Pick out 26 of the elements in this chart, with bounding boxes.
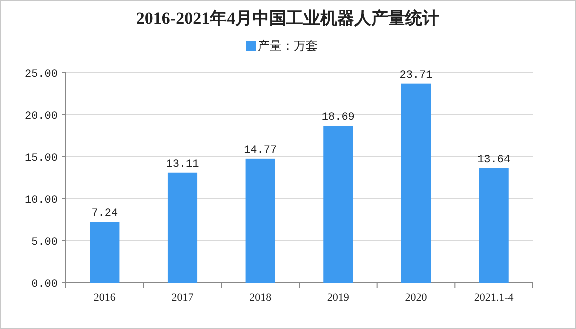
data-label: 18.69 [322, 112, 355, 124]
data-label: 7.24 [92, 208, 119, 220]
bar [401, 84, 432, 283]
x-tick-label: 2017 [172, 292, 194, 304]
x-tick-label: 2021.1-4 [474, 292, 514, 304]
y-tick-label: 0.00 [32, 279, 58, 291]
legend-label: 产量：万套 [258, 39, 318, 53]
chart-title: 2016-2021年4月中国工业机器人产量统计 [136, 9, 440, 28]
y-tick-label: 15.00 [24, 153, 58, 165]
x-tick-label: 2019 [327, 292, 350, 304]
y-tick-label: 20.00 [24, 111, 58, 123]
y-tick-label: 5.00 [32, 237, 58, 249]
x-tick-label: 2020 [405, 292, 428, 304]
bar [168, 172, 198, 283]
x-tick-label: 2018 [250, 292, 272, 304]
bar [324, 126, 354, 283]
bar [246, 158, 276, 283]
x-tick-label: 2016 [94, 292, 116, 304]
bar [479, 168, 509, 283]
data-label: 13.64 [478, 154, 511, 166]
y-tick-label: 25.00 [24, 69, 58, 81]
bar [90, 222, 120, 283]
data-label: 14.77 [244, 144, 278, 157]
data-label: 23.71 [400, 70, 434, 82]
y-tick-label: 10.00 [24, 195, 58, 207]
data-label: 13.11 [166, 158, 200, 171]
